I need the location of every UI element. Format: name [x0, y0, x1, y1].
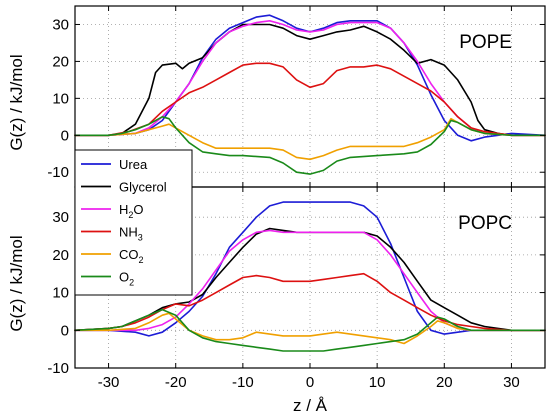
y-tick-label: -10 [47, 164, 69, 181]
y-axis-label-top: G(z) / kJ/mol [7, 54, 26, 150]
x-axis: -30 -20 -10 0 10 20 30 [98, 374, 520, 391]
y-tick-label: 10 [52, 90, 69, 107]
y-tick-label: -10 [47, 360, 69, 377]
x-tick-label: -10 [232, 374, 254, 391]
x-tick-label: 10 [369, 374, 386, 391]
x-tick-label: -20 [165, 374, 187, 391]
panel-label-pope: POPE [459, 32, 512, 53]
series-line-h2o-popc [74, 229, 546, 332]
panel-label-popc: POPC [458, 213, 512, 234]
y-tick-label: 30 [52, 209, 69, 226]
x-axis-label: z / Å [293, 396, 328, 415]
x-tick-label: 30 [503, 374, 520, 391]
legend-label-urea: Urea [119, 157, 148, 172]
legend-box [74, 149, 193, 296]
y-tick-label: 10 [52, 285, 69, 302]
series-line-co2-popc [74, 312, 546, 345]
panel-popc: -10 0 10 20 30 POPC G(z) / kJ/mol [7, 186, 546, 377]
series-line-o2-popc [74, 308, 546, 352]
series-line-nh3-pope [74, 62, 546, 137]
legend: Urea Glycerol H2O NH3 CO2 O2 [74, 149, 193, 296]
panel-pope: -10 0 10 20 30 POPE G(z) / kJ/mol [7, 5, 546, 188]
x-tick-label: -30 [98, 374, 120, 391]
x-tick-label: 20 [436, 374, 453, 391]
y-tick-label: 30 [52, 16, 69, 33]
legend-label-h2o: H2O [119, 202, 144, 220]
y-tick-label: 0 [61, 127, 69, 144]
x-tick-label: 0 [306, 374, 314, 391]
legend-label-nh3: NH3 [119, 225, 143, 243]
legend-label-o2: O2 [119, 270, 134, 288]
series-line-urea-popc [74, 201, 546, 337]
y-tick-label: 20 [52, 247, 69, 264]
series-line-glycerol-pope [74, 23, 546, 137]
y-tick-label: 20 [52, 53, 69, 70]
series-line-o2-pope [74, 116, 546, 175]
legend-label-glycerol: Glycerol [119, 180, 167, 195]
legend-label-co2: CO2 [119, 247, 144, 265]
series-line-co2-pope [74, 117, 546, 161]
y-axis-label-bottom: G(z) / kJ/mol [7, 235, 26, 331]
y-tick-label: 0 [61, 322, 69, 339]
series-line-nh3-popc [74, 272, 546, 332]
